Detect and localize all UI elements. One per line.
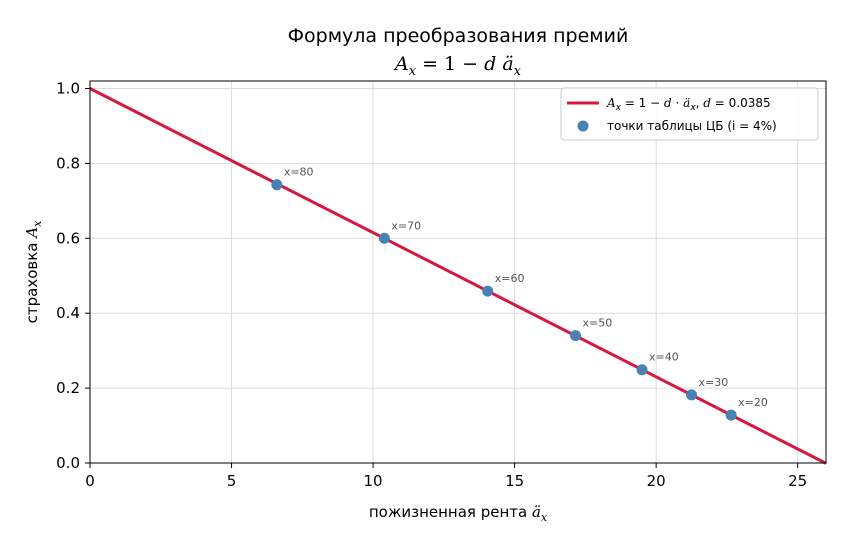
y-tick-label: 1.0 bbox=[56, 79, 80, 97]
data-point-annotation: x=70 bbox=[391, 219, 421, 232]
y-tick-label: 0.6 bbox=[56, 229, 80, 247]
x-tick-label: 0 bbox=[85, 472, 95, 490]
data-point-annotation: x=40 bbox=[649, 351, 679, 364]
legend-points-label: точки таблицы ЦБ (i = 4%) bbox=[607, 119, 777, 133]
plot-frame bbox=[89, 80, 827, 464]
legend-frame bbox=[560, 87, 819, 141]
series-points-layer bbox=[271, 179, 737, 421]
data-point-1 bbox=[378, 232, 390, 244]
legend-line-label: Ax = 1 − d · äx, d = 0.0385 bbox=[606, 96, 771, 113]
x-axis-label: пожизненная рента äx bbox=[369, 503, 548, 524]
data-point-2 bbox=[482, 285, 494, 297]
series-line bbox=[89, 87, 827, 465]
data-point-annotation: x=30 bbox=[699, 376, 729, 389]
y-tick-label: 0.8 bbox=[56, 154, 80, 172]
y-tick-label: 0.0 bbox=[56, 454, 80, 472]
x-tick-label: 25 bbox=[788, 472, 807, 490]
x-tick-label: 10 bbox=[364, 472, 383, 490]
y-axis-ticks: 0.0 0.2 0.4 0.6 0.8 1.0 bbox=[56, 79, 90, 472]
x-axis-ticks: 0 5 10 15 20 25 bbox=[85, 463, 807, 490]
y-axis-label: страховка Ax bbox=[23, 220, 44, 323]
data-point-4 bbox=[636, 364, 648, 376]
legend: Ax = 1 − d · äx, d = 0.0385 точки таблиц… bbox=[560, 87, 819, 141]
data-point-annotation: x=50 bbox=[582, 317, 612, 330]
x-tick-label: 5 bbox=[227, 472, 237, 490]
data-point-annotation: x=20 bbox=[738, 396, 768, 409]
series-line-layer bbox=[89, 87, 827, 465]
y-tick-label: 0.2 bbox=[56, 379, 80, 397]
data-point-5 bbox=[686, 389, 698, 401]
legend-point-swatch bbox=[577, 120, 589, 132]
chart-subtitle-formula: Ax = 1 − d äx bbox=[393, 53, 522, 79]
data-point-annotation: x=60 bbox=[495, 272, 525, 285]
data-point-3 bbox=[569, 330, 581, 342]
x-tick-label: 15 bbox=[505, 472, 524, 490]
chart-title: Формула преобразования премий Ax = 1 − d… bbox=[288, 25, 629, 79]
x-tick-label: 20 bbox=[647, 472, 666, 490]
chart-title-text: Формула преобразования премий bbox=[288, 25, 629, 47]
y-tick-label: 0.4 bbox=[56, 304, 80, 322]
data-point-0 bbox=[271, 179, 283, 191]
data-point-annotation: x=80 bbox=[284, 166, 314, 179]
data-point-6 bbox=[725, 409, 737, 421]
point-annotations: x=80 x=70 x=60 x=50 x=40 x=30 x=20 bbox=[284, 166, 768, 409]
